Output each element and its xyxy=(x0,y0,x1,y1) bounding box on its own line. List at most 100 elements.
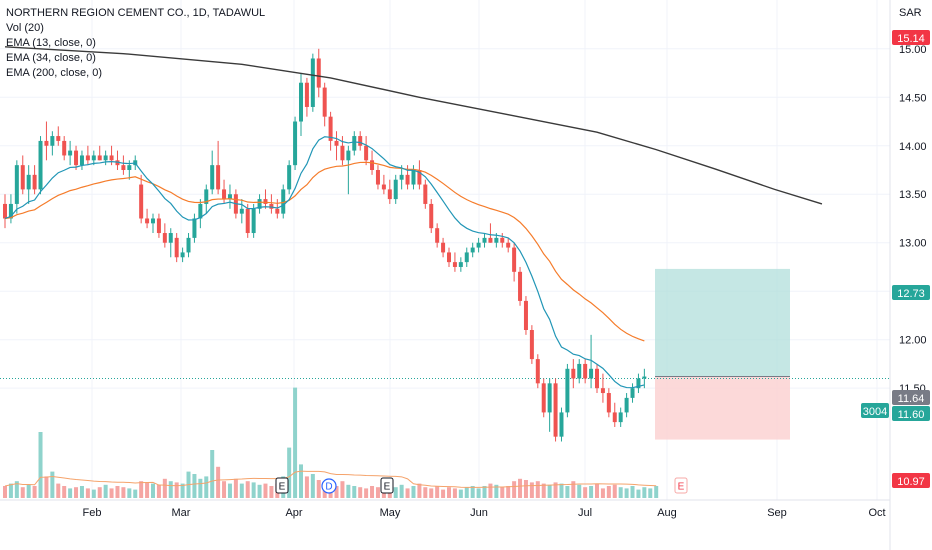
candle-body xyxy=(630,388,635,398)
time-tick-label: Mar xyxy=(172,507,191,519)
volume-bar xyxy=(8,483,13,498)
candle-body xyxy=(577,363,582,379)
volume-bar xyxy=(198,478,203,498)
legend-volume[interactable]: Vol (20) xyxy=(6,22,44,34)
volume-bar xyxy=(600,488,605,498)
candle-body xyxy=(109,155,114,161)
candle-body xyxy=(411,170,416,185)
candle-body xyxy=(299,82,303,122)
position-zones xyxy=(0,268,890,440)
candle-body xyxy=(257,199,262,209)
volume-bar xyxy=(239,483,244,498)
candle-body xyxy=(310,58,315,107)
volume-bar xyxy=(299,464,303,498)
volume-bar xyxy=(565,486,570,498)
volume-bar xyxy=(636,489,641,498)
volume-bar xyxy=(174,482,179,498)
candle-body xyxy=(26,174,31,190)
volume-bar xyxy=(216,466,221,498)
candle-body xyxy=(168,233,173,243)
volume-bar xyxy=(168,481,173,498)
candle-body xyxy=(85,155,90,161)
volume-bar xyxy=(227,483,232,498)
volume-bar xyxy=(624,488,629,498)
candle-body xyxy=(174,237,179,258)
candle-body xyxy=(68,150,73,156)
volume-bar xyxy=(393,487,398,498)
candle-body xyxy=(263,199,268,204)
volume-bar xyxy=(346,484,351,498)
candle-body xyxy=(541,383,546,413)
volume-bar xyxy=(577,484,582,498)
candle-body xyxy=(429,203,434,229)
volume-bar xyxy=(245,481,250,498)
earnings-marker[interactable]: E xyxy=(380,477,394,494)
volume-bar xyxy=(618,487,623,498)
volume-bar xyxy=(370,486,375,498)
volume-bar xyxy=(156,484,161,498)
candle-body xyxy=(612,412,617,423)
volume-bar xyxy=(399,484,404,498)
dividend-marker[interactable]: D xyxy=(321,478,337,494)
price-badge-label: 12.73 xyxy=(897,288,925,300)
candle-body xyxy=(346,150,351,161)
candle-body xyxy=(304,82,309,107)
candle-body xyxy=(334,140,339,146)
position-qty-label[interactable]: 3004 xyxy=(863,406,887,418)
candle-body xyxy=(393,179,398,200)
candle-body xyxy=(512,247,517,272)
earnings-marker-shape xyxy=(674,477,688,494)
volume-bar xyxy=(293,387,298,498)
legend-ema34[interactable]: EMA (34, close, 0) xyxy=(6,52,96,64)
volume-bar xyxy=(547,484,552,498)
volume-bar xyxy=(74,487,79,498)
legend-ema13[interactable]: EMA (13, close, 0) xyxy=(6,37,96,49)
time-tick-label: Aug xyxy=(657,507,677,519)
time-axis[interactable]: Feb Mar Apr May Jun Jul Aug Sep Oct xyxy=(83,507,886,519)
candle-body xyxy=(322,87,327,117)
volume-bar xyxy=(263,483,268,498)
volume-bar xyxy=(500,487,505,498)
candle-body xyxy=(370,160,375,170)
earnings-marker[interactable]: E xyxy=(674,477,688,494)
candle-body xyxy=(32,174,37,190)
volume-bar xyxy=(79,486,84,498)
volume-bar xyxy=(180,483,185,498)
volume-bar xyxy=(121,487,126,498)
volume-bar xyxy=(97,487,102,498)
volume-bar xyxy=(204,476,209,498)
volume-bar xyxy=(334,486,339,498)
candle-body xyxy=(14,165,19,204)
volume-bar xyxy=(20,487,25,498)
volume-bar xyxy=(56,483,61,498)
candle-body xyxy=(435,228,440,243)
ema13-line xyxy=(4,136,645,389)
candle-body xyxy=(281,189,286,214)
volume-bar xyxy=(630,486,635,498)
earnings-marker[interactable]: E xyxy=(275,477,289,494)
volume-bar xyxy=(441,489,446,498)
candle-body xyxy=(500,237,505,243)
candle-body xyxy=(417,170,422,185)
price-badge-bg xyxy=(892,285,930,300)
candle-body xyxy=(364,145,369,161)
candle-body xyxy=(139,184,144,219)
volume-bar xyxy=(642,487,647,498)
candle-body xyxy=(642,376,647,379)
price-tick-label: 13.50 xyxy=(899,189,927,201)
volume-bar xyxy=(535,481,540,498)
candle-body xyxy=(589,368,594,379)
volume-bar xyxy=(476,488,481,498)
legend-ema200[interactable]: EMA (200, close, 0) xyxy=(6,67,102,79)
volume-bar xyxy=(304,476,309,498)
price-tick-label: 14.50 xyxy=(899,92,927,104)
volume-ma-line xyxy=(4,470,657,488)
volume-bar xyxy=(139,481,144,498)
candle-body xyxy=(358,136,363,146)
volume-bar xyxy=(32,486,37,498)
price-badge-label: 11.64 xyxy=(898,393,925,405)
volume-bar xyxy=(411,486,416,498)
volume-bar xyxy=(464,487,469,498)
